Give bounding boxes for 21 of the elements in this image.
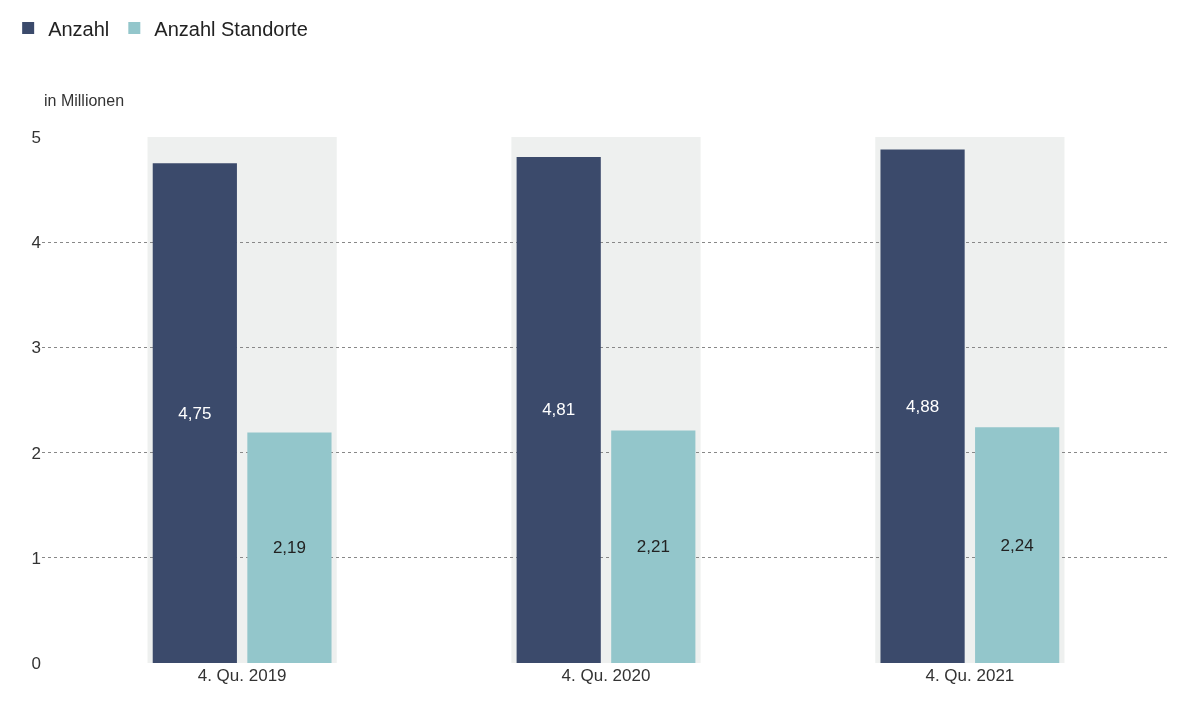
data-label: 4,81 — [542, 400, 576, 420]
data-label: 4,88 — [906, 396, 940, 416]
y-tick-label: 0 — [31, 653, 41, 673]
y-tick-label: 3 — [31, 338, 41, 358]
y-tick-label: 5 — [31, 127, 41, 147]
bar — [611, 430, 696, 663]
bar — [975, 427, 1060, 663]
y-tick-label: 2 — [31, 443, 41, 463]
x-tick-label: 4. Qu. 2021 — [925, 666, 1015, 685]
y-tick-label: 1 — [31, 548, 41, 568]
y-tick-label: 4 — [31, 233, 41, 253]
x-tick-label: 4. Qu. 2020 — [561, 666, 651, 685]
legend-label: Anzahl Standorte — [154, 17, 308, 40]
y-axis-title: in Millionen — [44, 92, 125, 109]
data-label: 2,24 — [1000, 535, 1034, 555]
x-tick-label: 4. Qu. 2019 — [197, 666, 287, 685]
data-label: 2,21 — [636, 537, 670, 557]
legend-label: Anzahl — [48, 17, 110, 40]
data-label: 4,75 — [178, 403, 212, 423]
bar — [247, 432, 332, 663]
data-label: 2,19 — [272, 538, 306, 558]
